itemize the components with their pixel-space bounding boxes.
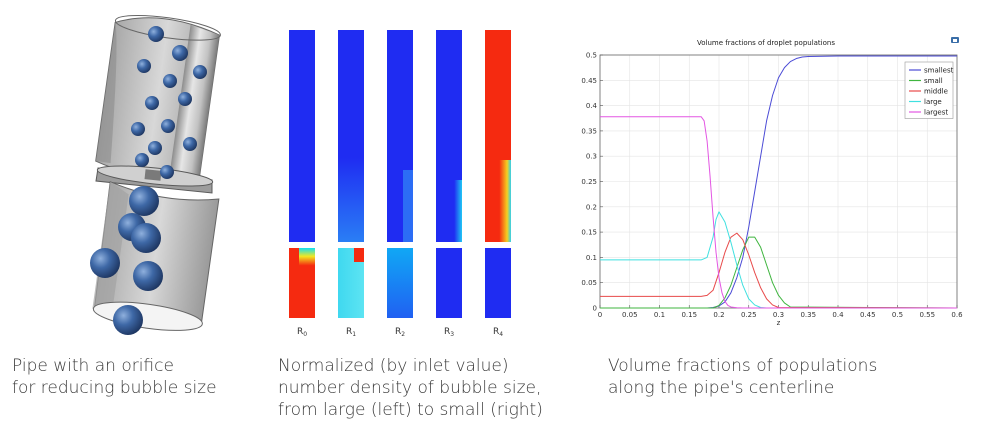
y-tick-label: 0.25 [581, 178, 597, 186]
chart-caption-line-1: Volume fractions of populations [608, 356, 878, 376]
pipe-caption-line-1: Pipe with an orifice [12, 356, 174, 376]
volume-fraction-chart: Volume fractions of droplet populations … [570, 30, 970, 325]
y-tick-label: 0.5 [586, 52, 597, 60]
x-tick-label: 0.6 [951, 311, 963, 319]
contour-panel: R0 R1 R2 R3 R4 [289, 30, 511, 338]
series-line-small [600, 236, 958, 309]
contour-column-r2 [387, 30, 413, 318]
camera-icon[interactable] [951, 37, 959, 43]
contour-label-r1: R1 [346, 327, 356, 338]
legend-label-smallest: smallest [924, 67, 954, 75]
legend-label-largest: largest [924, 109, 948, 117]
y-tick-label: 0.1 [586, 254, 597, 262]
series-line-smallest [600, 55, 957, 309]
contour-label-r0: R0 [297, 327, 307, 338]
contour-caption-line-3: from large (left) to small (right) [278, 400, 543, 420]
contour-caption-line-1: Normalized (by inlet value) [278, 356, 509, 376]
x-tick-label: 0.35 [800, 311, 816, 319]
x-axis-label: z [777, 319, 781, 325]
x-tick-label: 0.25 [741, 311, 757, 319]
x-tick-label: 0.3 [773, 311, 784, 319]
contour-caption-line-2: number density of bubble size, [278, 378, 542, 398]
x-tick-label: 0 [598, 311, 602, 319]
chart-legend: smallest small middle large largest [904, 61, 954, 119]
contour-label-r4: R4 [493, 327, 503, 338]
x-tick-label: 0.4 [832, 311, 844, 319]
contour-label-r3: R3 [444, 327, 454, 338]
chart-axes: 0 0.05 0.1 0.15 0.2 0.25 0.3 0.35 0.4 0.45 0.5 0.55… [581, 52, 963, 326]
y-tick-label: 0.45 [581, 77, 597, 85]
y-tick-label: 0.4 [586, 102, 598, 110]
legend-label-small: small [924, 77, 943, 85]
contour-label-r2: R2 [395, 327, 405, 338]
y-tick-label: 0.05 [581, 279, 597, 287]
chart-title: Volume fractions of droplet populations [697, 39, 835, 47]
contour-column-r4 [485, 30, 511, 318]
contour-column-r0 [289, 30, 315, 318]
x-tick-label: 0.5 [892, 311, 903, 319]
x-tick-label: 0.15 [681, 311, 697, 319]
pipe-caption: Pipe with an orifice for reducing bubble… [12, 355, 217, 399]
x-tick-label: 0.05 [622, 311, 638, 319]
series-line-largest [600, 116, 957, 309]
pipe-illustration [90, 14, 221, 335]
legend-label-large: large [924, 98, 942, 106]
series-line-middle [600, 232, 958, 309]
chart-caption-line-2: along the pipe's centerline [608, 378, 835, 398]
y-tick-label: 0 [593, 305, 597, 313]
contour-column-r1 [338, 30, 364, 318]
y-tick-label: 0.15 [581, 229, 597, 237]
chart-series [600, 55, 958, 309]
bubbles [90, 26, 207, 335]
y-tick-label: 0.35 [581, 127, 597, 135]
legend-box [904, 61, 954, 119]
chart-caption: Volume fractions of populations along th… [608, 355, 877, 399]
y-tick-label: 0.3 [586, 153, 597, 161]
x-tick-label: 0.2 [713, 311, 724, 319]
y-tick-label: 0.2 [586, 203, 597, 211]
contour-caption: Normalized (by inlet value) number densi… [278, 355, 543, 421]
series-line-large [600, 211, 957, 309]
pipe-caption-line-2: for reducing bubble size [12, 378, 217, 398]
orifice-disk [95, 165, 214, 194]
contour-column-r3 [436, 30, 462, 318]
x-tick-label: 0.55 [919, 311, 935, 319]
legend-label-middle: middle [924, 88, 948, 96]
contour-labels: R0 R1 R2 R3 R4 [297, 327, 503, 338]
x-tick-label: 0.45 [860, 311, 876, 319]
x-tick-label: 0.1 [654, 311, 665, 319]
